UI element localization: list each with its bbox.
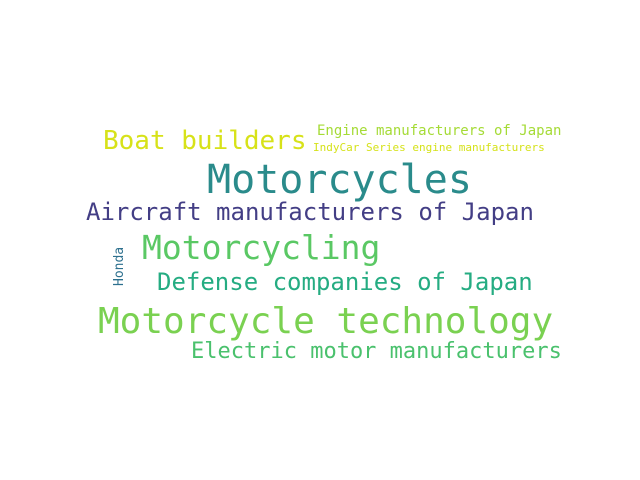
word-indycar-series-engine-manufacturers: IndyCar Series engine manufacturers	[313, 141, 545, 154]
word-boat-builders: Boat builders	[103, 126, 307, 156]
word-motorcycle-technology: Motorcycle technology	[98, 301, 554, 342]
word-aircraft-manufacturers-of-japan: Aircraft manufacturers of Japan	[86, 198, 534, 226]
word-engine-manufacturers-of-japan: Engine manufacturers of Japan	[317, 123, 562, 139]
word-honda: Honda	[112, 246, 127, 286]
word-electric-motor-manufacturers: Electric motor manufacturers	[191, 339, 562, 364]
word-motorcycles: Motorcycles	[207, 157, 472, 203]
word-motorcycling: Motorcycling	[142, 228, 381, 267]
word-defense-companies-of-japan: Defense companies of Japan	[157, 268, 533, 296]
